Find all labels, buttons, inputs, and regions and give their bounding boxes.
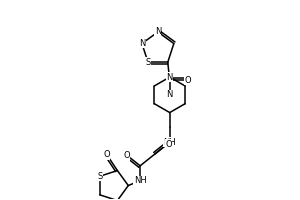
Text: N: N	[139, 39, 145, 48]
Text: NH: NH	[163, 138, 176, 147]
Text: N: N	[155, 27, 161, 36]
Text: N: N	[167, 90, 173, 99]
Text: O: O	[184, 76, 191, 85]
Text: S: S	[97, 172, 102, 181]
Text: O: O	[103, 150, 110, 159]
Text: O: O	[165, 140, 172, 149]
Text: NH: NH	[134, 176, 146, 185]
Text: N: N	[167, 73, 173, 82]
Text: S: S	[146, 58, 151, 67]
Text: O: O	[123, 151, 130, 160]
